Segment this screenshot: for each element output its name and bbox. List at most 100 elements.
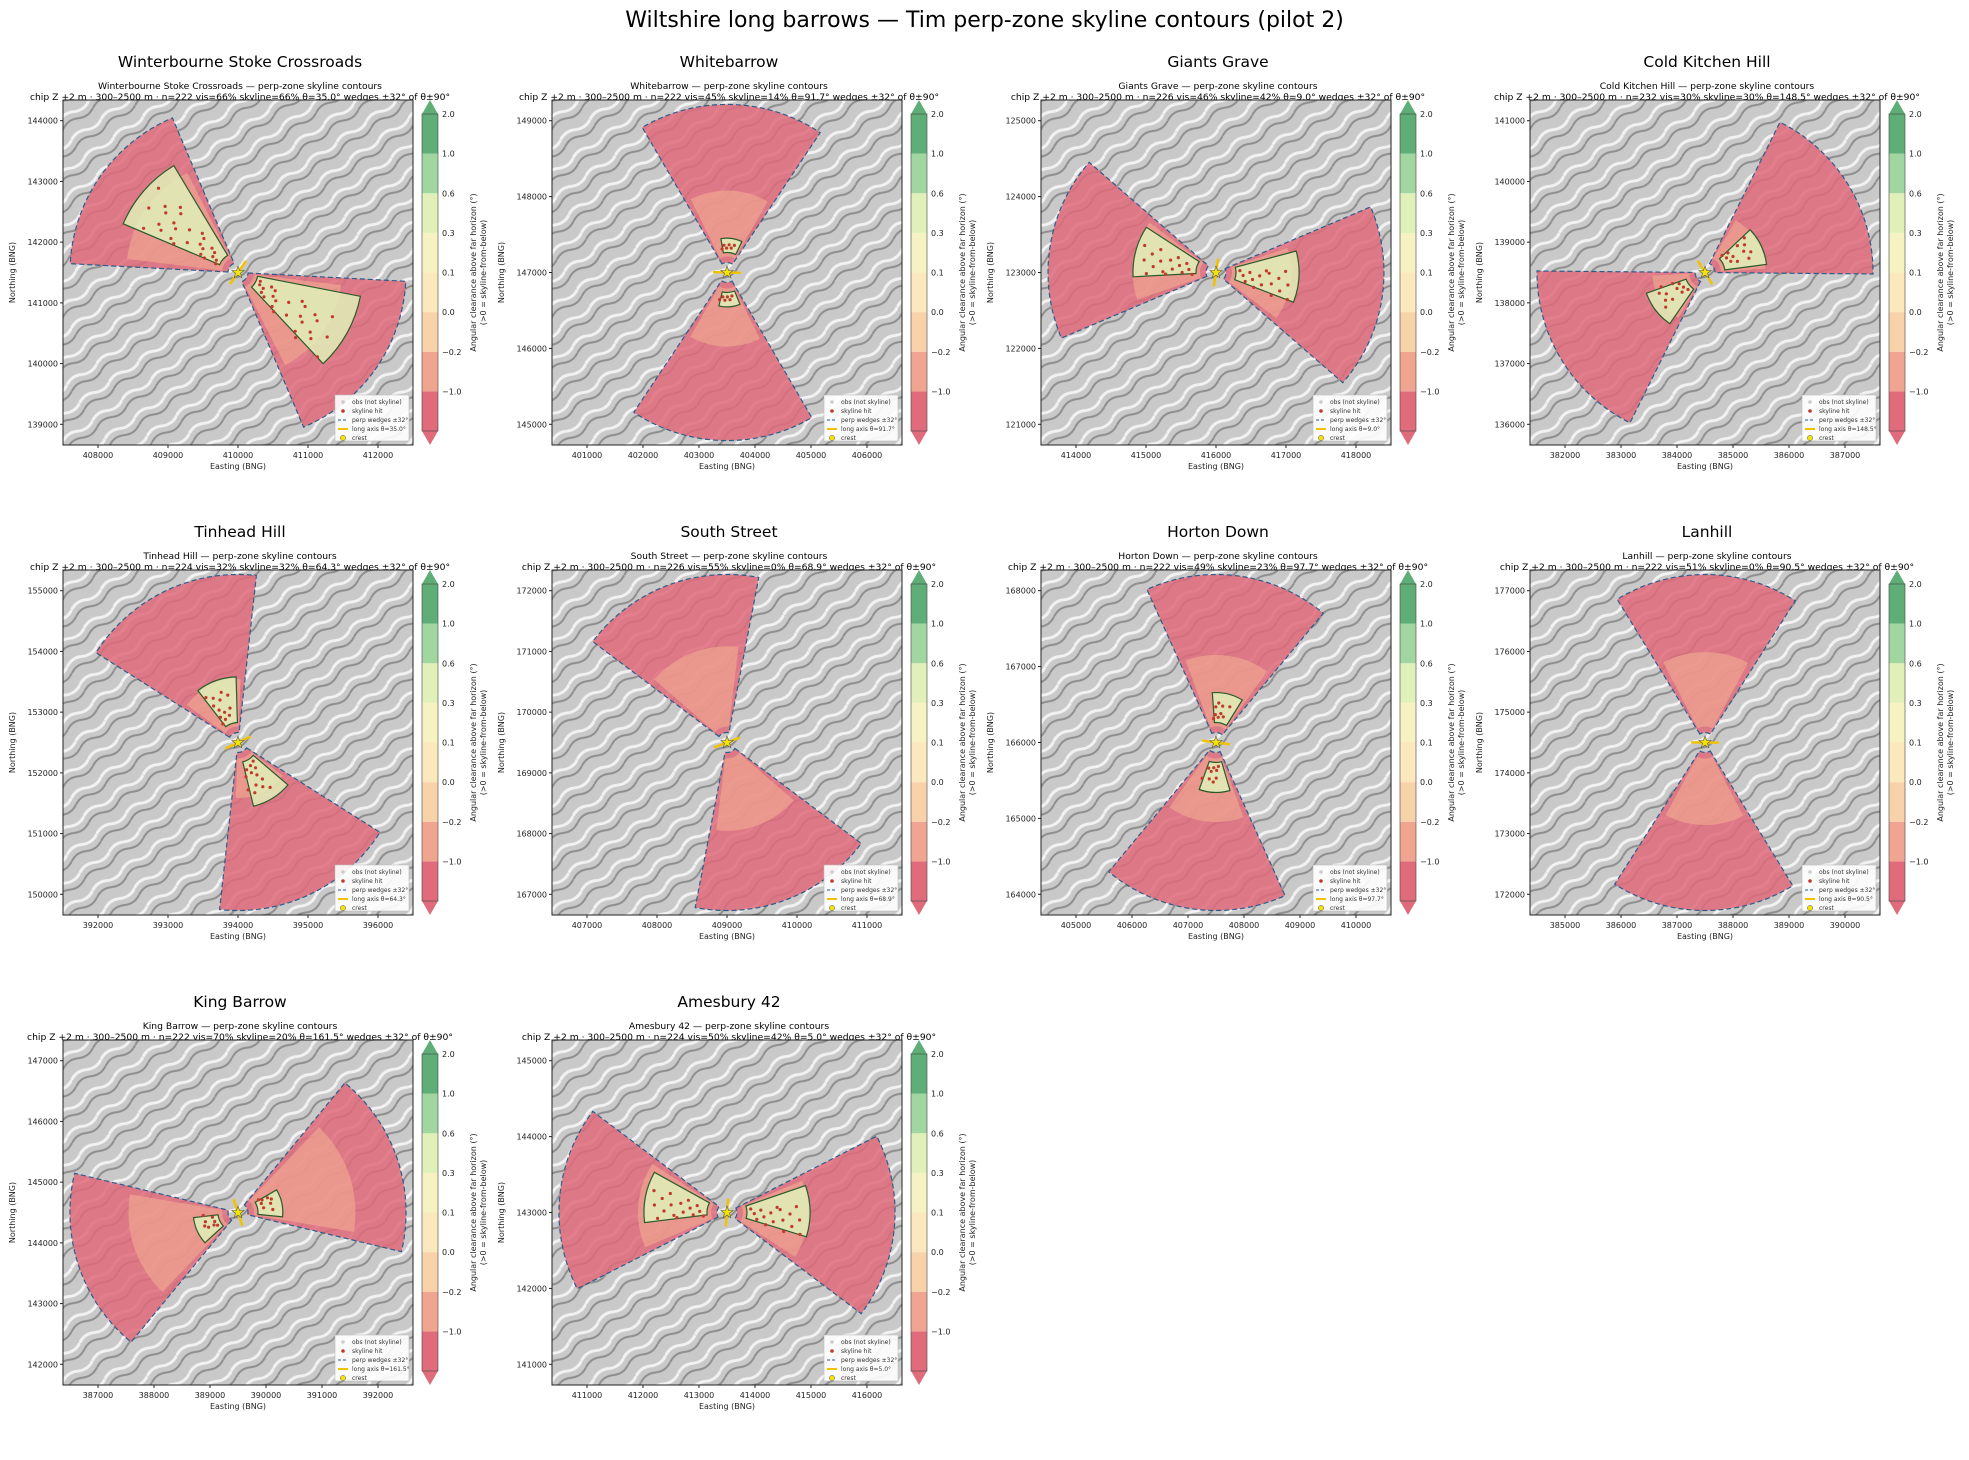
legend-marker [829,435,835,441]
colorbar-band [1889,153,1905,194]
skyline-hit-marker [212,704,216,708]
crest-marker [1208,735,1224,749]
colorbar-label: (>0 = skyline-from-below) [1457,220,1466,326]
skyline-hit-marker [1190,272,1194,276]
legend-label: skyline hit [841,878,872,885]
skyline-hit-marker [1185,261,1189,266]
panel-svg: 385000 386000 387000 388000 389000 390000 1770… [1475,569,1955,941]
x-tick-label: 409000 [712,921,743,930]
skyline-hit-marker [1657,291,1661,295]
colorbar-label: (>0 = skyline-from-below) [479,1160,488,1266]
legend-label: crest [1819,905,1834,912]
colorbar-band [1889,782,1905,822]
colorbar-band [1400,861,1416,901]
legend-label: perp wedges ±32° [841,417,897,424]
perp-wedge-outline [1107,749,1286,912]
y-tick-label: 172000 [1494,890,1525,899]
figure-title: Wiltshire long barrows — Tim perp-zone s… [625,8,1344,33]
panel-svg: 405000 406000 407000 408000 409000 410000 1680… [986,569,1466,941]
skyline-hit-marker [308,330,312,334]
colorbar-tick-label: −0.2 [1909,348,1928,357]
colorbar-tick-label: 1.0 [1909,150,1922,159]
panel-svg: 407000 408000 409000 410000 411000 172000 1710… [497,569,977,941]
y-tick-label: 169000 [516,769,547,778]
perp-wedge-outline [632,279,813,442]
skyline-hit-marker [259,290,263,294]
x-tick-label: 418000 [1341,451,1372,460]
x-tick-label: 410000 [223,451,254,460]
skyline-zone [745,1184,811,1238]
x-tick-label: 389000 [195,1391,226,1400]
legend-label: skyline hit [1330,878,1361,885]
colorbar-tick-label: 0.1 [1420,739,1433,748]
colorbar-tick-label: −0.2 [1420,818,1439,827]
legend-marker [1318,435,1324,441]
subtitle-line: Amesbury 42 — perp-zone skyline contours [628,1021,830,1032]
colorbar-band [1889,742,1905,783]
params-line: chip Z +2 m · 300–2500 m · n=222 vis=70%… [27,1032,453,1043]
colorbar-tick-label: −0.2 [1909,818,1928,827]
y-tick-label: 137000 [1494,360,1525,369]
skyline-hit-marker [164,211,168,215]
colorbar-band [911,821,927,862]
x-tick-label: 411000 [572,1391,603,1400]
x-tick-label: 392000 [83,921,114,930]
x-tick-label: 414000 [740,1391,771,1400]
skyline-hit-marker [223,717,228,721]
skyline-hit-marker [1164,272,1168,276]
skyline-hit-marker [1207,766,1211,770]
skyline-hit-marker [1726,251,1730,255]
colorbar-tick-label: 1.0 [442,1090,455,1099]
colorbar-band [1889,391,1905,431]
legend-label: perp wedges ±32° [841,1357,897,1364]
skyline-hit-marker [1144,272,1148,276]
x-axis-label: Easting (BNG) [699,462,755,471]
colorbar-band [422,623,438,664]
skyline-hit-marker [1675,286,1679,291]
skyline-hit-marker [179,212,183,216]
skyline-hit-marker [1215,768,1219,772]
perp-wedge-outline [1222,206,1385,384]
colorbar-tick-label: 2.0 [442,580,455,589]
skyline-hit-marker [214,258,218,262]
skyline-hit-marker [298,314,302,318]
subtitle-line: Winterbourne Stoke Crossroads — perp-zon… [98,81,382,92]
skyline-hit-marker [246,788,250,792]
map-panel: King Barrow King Barrow — perp-zone skyli… [5,985,488,1425]
x-tick-label: 408000 [83,451,114,460]
colorbar-band [1889,861,1905,901]
y-tick-label: 139000 [27,420,58,429]
skyline-hit-marker [211,255,215,259]
skyline-hit-marker [778,1208,782,1212]
skyline-hit-marker [284,313,289,317]
colorbar-tick-label: 0.6 [442,659,455,668]
skyline-hit-marker [755,1217,759,1221]
x-tick-label: 409000 [153,451,184,460]
skyline-hit-marker [1169,258,1173,262]
skyline-hit-marker [1285,297,1289,302]
colorbar-band [911,193,927,233]
legend-marker [341,870,345,874]
colorbar-extend-bottom [1400,901,1416,915]
skyline-hit-marker [1219,712,1223,716]
legend-label: perp wedges ±32° [352,417,408,424]
colorbar-band [422,821,438,862]
panel-subtitle: Lanhill — perp-zone skyline contours chip… [1472,551,1942,573]
colorbar-band [1400,114,1416,154]
legend-label: skyline hit [1330,408,1361,415]
skyline-hit-marker [271,1207,275,1212]
skyline-hit-marker [1284,269,1288,273]
skyline-hit-marker [178,205,182,209]
legend-marker [830,1349,834,1353]
colorbar-tick-label: −0.2 [931,818,950,827]
skyline-hit-marker [1161,270,1165,274]
x-tick-label: 408000 [1229,921,1260,930]
colorbar-label: Angular clearance above far horizon (°) [958,1133,967,1291]
x-axis-label: Easting (BNG) [699,932,755,941]
legend-box [823,394,899,442]
colorbar-band [1400,312,1416,352]
colorbar-tick-label: 0.1 [1909,739,1922,748]
skyline-hit-marker [764,1223,768,1227]
params-line: chip Z +2 m · 300–2500 m · n=224 vis=50%… [521,1032,937,1043]
colorbar-band [1889,193,1905,233]
